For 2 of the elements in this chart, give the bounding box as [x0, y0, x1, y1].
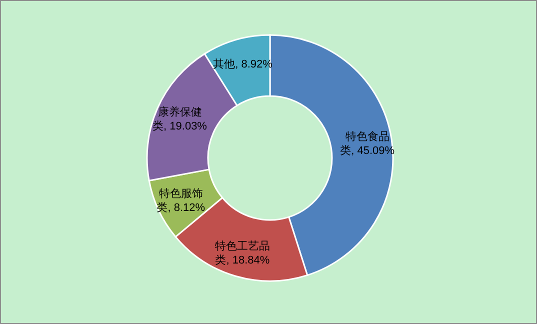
- slice-label: 康养保健类, 19.03%: [152, 106, 208, 133]
- slice-label: 特色工艺品类, 18.84%: [214, 240, 270, 267]
